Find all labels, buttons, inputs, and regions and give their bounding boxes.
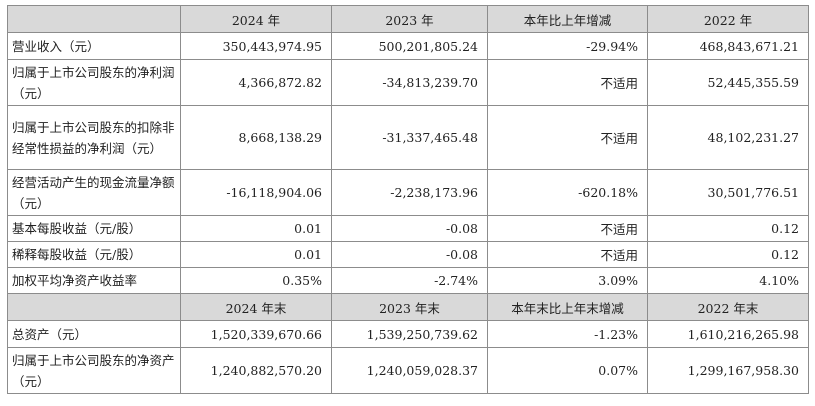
cell-2023: -34,813,239.70 bbox=[331, 59, 488, 106]
cell-2024: 1,240,882,570.20 bbox=[180, 347, 332, 394]
cell-2024: -16,118,904.06 bbox=[180, 169, 332, 216]
row-label: 营业收入（元） bbox=[7, 32, 181, 60]
row-label: 基本每股收益（元/股） bbox=[7, 215, 181, 242]
header-corner bbox=[7, 5, 181, 33]
cell-2024: 4,366,872.82 bbox=[180, 59, 332, 106]
cell-2022: 4.10% bbox=[647, 267, 809, 294]
header-2023-end: 2023 年末 bbox=[331, 293, 488, 321]
cell-2023: 1,539,250,739.62 bbox=[331, 320, 488, 348]
row-label: 归属于上市公司股东的净资产（元） bbox=[7, 347, 181, 394]
cell-2023: -0.08 bbox=[331, 215, 488, 242]
cell-2023: -2,238,173.96 bbox=[331, 169, 488, 216]
cell-2022: 468,843,671.21 bbox=[647, 32, 809, 60]
cell-2024: 350,443,974.95 bbox=[180, 32, 332, 60]
cell-change: -29.94% bbox=[487, 32, 648, 60]
cell-2022: 30,501,776.51 bbox=[647, 169, 809, 216]
header-corner bbox=[7, 293, 181, 321]
financial-indicators-table: 2024 年 2023 年 本年比上年增减 2022 年 营业收入（元） 350… bbox=[7, 5, 809, 394]
header-2024: 2024 年 bbox=[180, 5, 332, 33]
header-2022-end: 2022 年末 bbox=[647, 293, 809, 321]
header-change-end: 本年末比上年末增减 bbox=[487, 293, 648, 321]
cell-2024: 1,520,339,670.66 bbox=[180, 320, 332, 348]
cell-change: 0.07% bbox=[487, 347, 648, 394]
cell-2022: 0.12 bbox=[647, 215, 809, 242]
cell-change: 不适用 bbox=[487, 215, 648, 242]
row-basic-eps: 基本每股收益（元/股） 0.01 -0.08 不适用 0.12 bbox=[7, 215, 809, 242]
row-operating-cash-flow: 经营活动产生的现金流量净额（元） -16,118,904.06 -2,238,1… bbox=[7, 169, 809, 216]
header-2022: 2022 年 bbox=[647, 5, 809, 33]
row-weighted-roe: 加权平均净资产收益率 0.35% -2.74% 3.09% 4.10% bbox=[7, 267, 809, 294]
header-2023: 2023 年 bbox=[331, 5, 488, 33]
cell-2022: 52,445,355.59 bbox=[647, 59, 809, 106]
row-label: 归属于上市公司股东的净利润（元） bbox=[7, 59, 181, 106]
cell-change: 3.09% bbox=[487, 267, 648, 294]
cell-change: 不适用 bbox=[487, 59, 648, 106]
header-2024-end: 2024 年末 bbox=[180, 293, 332, 321]
cell-2024: 0.35% bbox=[180, 267, 332, 294]
cell-2023: -31,337,465.48 bbox=[331, 105, 488, 170]
header-row-annual: 2024 年 2023 年 本年比上年增减 2022 年 bbox=[7, 5, 809, 33]
cell-2024: 8,668,138.29 bbox=[180, 105, 332, 170]
row-total-assets: 总资产（元） 1,520,339,670.66 1,539,250,739.62… bbox=[7, 320, 809, 348]
cell-change: 不适用 bbox=[487, 241, 648, 268]
row-net-assets: 归属于上市公司股东的净资产（元） 1,240,882,570.20 1,240,… bbox=[7, 347, 809, 394]
header-change: 本年比上年增减 bbox=[487, 5, 648, 33]
row-net-profit: 归属于上市公司股东的净利润（元） 4,366,872.82 -34,813,23… bbox=[7, 59, 809, 106]
row-label: 总资产（元） bbox=[7, 320, 181, 348]
cell-2023: -2.74% bbox=[331, 267, 488, 294]
row-diluted-eps: 稀释每股收益（元/股） 0.01 -0.08 不适用 0.12 bbox=[7, 241, 809, 268]
row-label: 加权平均净资产收益率 bbox=[7, 267, 181, 294]
row-label: 经营活动产生的现金流量净额（元） bbox=[7, 169, 181, 216]
cell-2022: 0.12 bbox=[647, 241, 809, 268]
row-net-profit-deducted: 归属于上市公司股东的扣除非经常性损益的净利润（元） 8,668,138.29 -… bbox=[7, 105, 809, 170]
cell-2023: 1,240,059,028.37 bbox=[331, 347, 488, 394]
cell-2022: 1,299,167,958.30 bbox=[647, 347, 809, 394]
cell-change: -1.23% bbox=[487, 320, 648, 348]
cell-2024: 0.01 bbox=[180, 241, 332, 268]
cell-2022: 48,102,231.27 bbox=[647, 105, 809, 170]
cell-2022: 1,610,216,265.98 bbox=[647, 320, 809, 348]
financial-table-container: 2024 年 2023 年 本年比上年增减 2022 年 营业收入（元） 350… bbox=[7, 5, 809, 394]
header-row-year-end: 2024 年末 2023 年末 本年末比上年末增减 2022 年末 bbox=[7, 293, 809, 321]
row-label: 稀释每股收益（元/股） bbox=[7, 241, 181, 268]
cell-change: -620.18% bbox=[487, 169, 648, 216]
cell-2023: -0.08 bbox=[331, 241, 488, 268]
row-operating-revenue: 营业收入（元） 350,443,974.95 500,201,805.24 -2… bbox=[7, 32, 809, 60]
row-label: 归属于上市公司股东的扣除非经常性损益的净利润（元） bbox=[7, 105, 181, 170]
cell-2023: 500,201,805.24 bbox=[331, 32, 488, 60]
cell-change: 不适用 bbox=[487, 105, 648, 170]
cell-2024: 0.01 bbox=[180, 215, 332, 242]
